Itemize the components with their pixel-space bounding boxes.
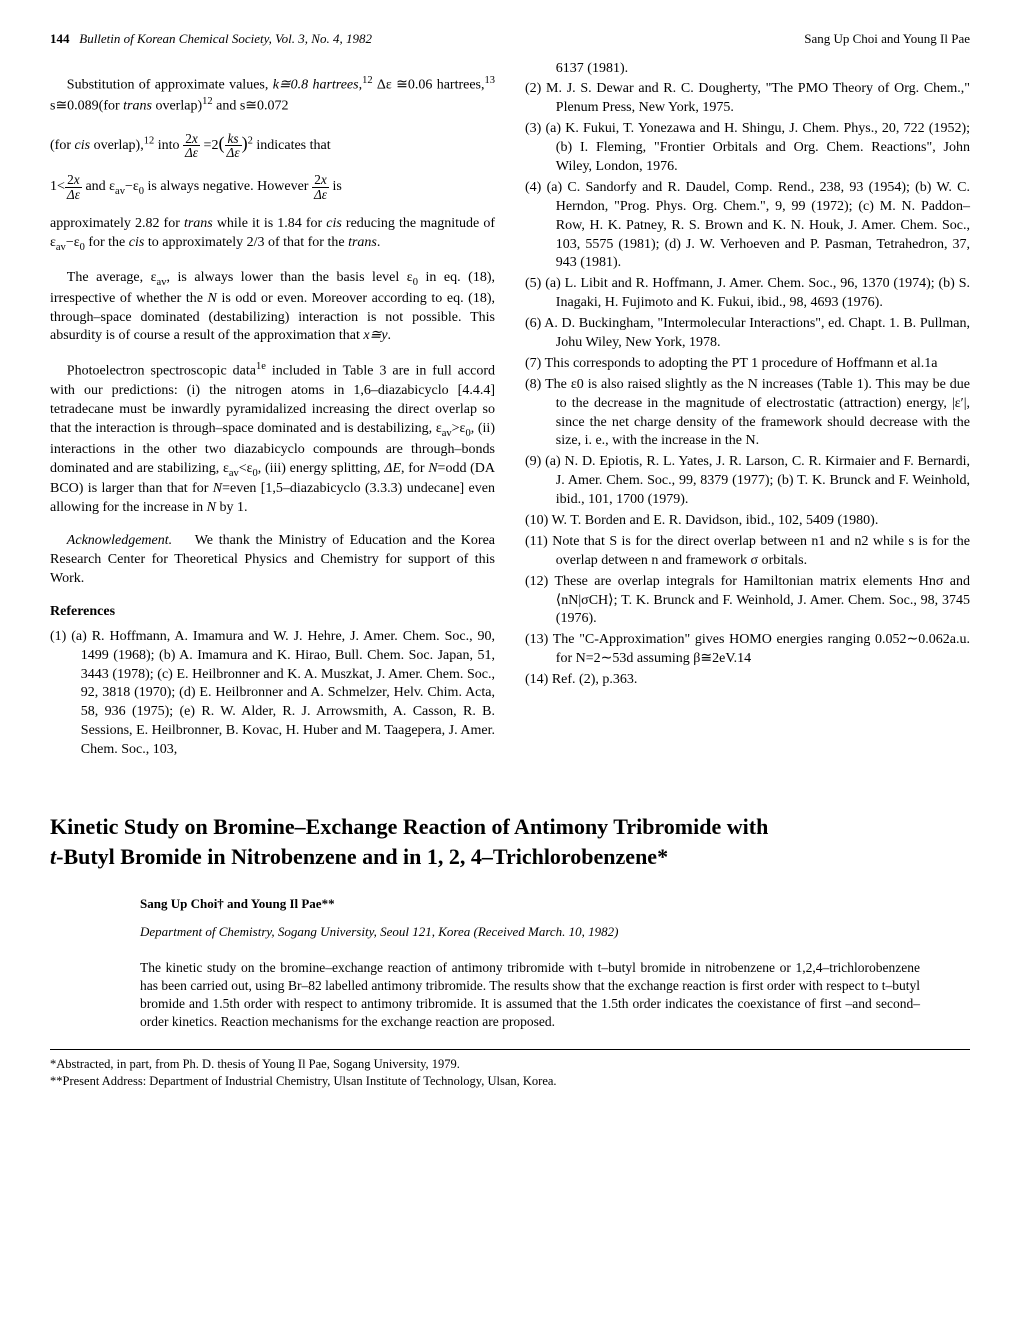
text: . <box>377 235 381 250</box>
text: −ε <box>66 235 80 250</box>
superscript: 1e <box>256 361 266 372</box>
text: k≅0.8 hartrees, <box>273 77 362 92</box>
header-right: Sang Up Choi and Young Il Pae <box>804 30 970 48</box>
reference-item: (9) (a) N. D. Epiotis, R. L. Yates, J. R… <box>525 453 970 510</box>
reference-item: (7) This corresponds to adopting the PT … <box>525 355 970 374</box>
text: approximately 2.82 for <box>50 216 184 231</box>
reference-item: (5) (a) L. Libit and R. Hoffmann, J. Ame… <box>525 275 970 313</box>
text: <ε <box>239 461 253 476</box>
left-column: Substitution of approximate values, k≅0.… <box>50 60 495 763</box>
text: Δε ≅0.06 hartrees, <box>373 77 485 92</box>
text: cis <box>75 138 91 153</box>
text: Photoelectron spectroscopic data <box>67 364 256 379</box>
two-column-body: Substitution of approximate values, k≅0.… <box>50 60 970 763</box>
text: , for <box>401 461 428 476</box>
text: N <box>207 500 216 515</box>
text: ΔE <box>384 461 401 476</box>
footnote: *Abstracted, in part, from Ph. D. thesis… <box>50 1056 970 1073</box>
text: N <box>428 461 437 476</box>
reference-item: (2) M. J. S. Dewar and R. C. Dougherty, … <box>525 80 970 118</box>
text: trans <box>184 216 213 231</box>
text: trans <box>123 99 152 114</box>
header-left: 144 Bulletin of Korean Chemical Society,… <box>50 30 372 48</box>
text: Substitution of approximate values, <box>67 77 273 92</box>
article-title: Kinetic Study on Bromine–Exchange Reacti… <box>50 812 970 871</box>
text: is always negative. However <box>144 179 312 194</box>
text: by 1. <box>216 500 248 515</box>
text: overlap) <box>152 99 202 114</box>
text: while it is 1.84 for <box>213 216 327 231</box>
text: is <box>333 179 342 194</box>
text: x≅y <box>363 328 387 343</box>
authors: Sang Up Choi† and Young Il Pae** <box>140 895 920 913</box>
abstract: The kinetic study on the bromine–exchang… <box>140 959 920 1032</box>
reference-item: (8) The ε0 is also raised slightly as th… <box>525 376 970 452</box>
fraction: ksΔε <box>225 132 242 160</box>
reference-item: (10) W. T. Borden and E. R. Davidson, ib… <box>525 512 970 531</box>
right-column: 6137 (1981). (2) M. J. S. Dewar and R. C… <box>525 60 970 763</box>
text: The average, ε <box>67 270 157 285</box>
text: . <box>388 328 392 343</box>
text: indicates that <box>256 138 330 153</box>
affiliation: Department of Chemistry, Sogang Universi… <box>140 923 920 941</box>
reference-item: (1) (a) R. Hoffmann, A. Imamura and W. J… <box>50 628 495 760</box>
text: for the <box>85 235 129 250</box>
text: and ε <box>85 179 115 194</box>
fraction: 2xΔε <box>312 173 329 201</box>
title-line: Kinetic Study on Bromine–Exchange Reacti… <box>50 814 768 839</box>
text: , is always lower than the basis level ε <box>166 270 412 285</box>
reference-item: (13) The "C-Approximation" gives HOMO en… <box>525 631 970 669</box>
fraction: 2xΔε <box>65 173 82 201</box>
text: trans <box>348 235 377 250</box>
page-number: 144 <box>50 31 70 46</box>
reference-item: (14) Ref. (2), p.363. <box>525 671 970 690</box>
text: and s≅0.072 <box>213 99 289 114</box>
paragraph: (for cis overlap),12 into 2xΔε =2(ksΔε)2… <box>50 131 495 160</box>
superscript: 12 <box>362 75 373 86</box>
paragraph: Photoelectron spectroscopic data1e inclu… <box>50 360 495 518</box>
reference-item: (4) (a) C. Sandorfy and R. Daudel, Comp.… <box>525 179 970 273</box>
reference-item-cont: 6137 (1981). <box>525 60 970 79</box>
reference-item: (3) (a) K. Fukui, T. Yonezawa and H. Shi… <box>525 120 970 177</box>
text: cis <box>129 235 145 250</box>
article-front-matter: Sang Up Choi† and Young Il Pae** Departm… <box>140 895 920 1031</box>
paragraph: The average, εav, is always lower than t… <box>50 269 495 347</box>
text: N <box>213 481 222 496</box>
fraction: 2xΔε <box>183 132 200 160</box>
text: into <box>154 138 183 153</box>
superscript: 12 <box>202 96 213 107</box>
page: 144 Bulletin of Korean Chemical Society,… <box>0 0 1020 1120</box>
reference-item: (6) A. D. Buckingham, "Intermolecular In… <box>525 315 970 353</box>
text: (for <box>50 138 75 153</box>
superscript: 13 <box>485 75 496 86</box>
text: −ε <box>125 179 139 194</box>
paragraph: 1<2xΔε and εav−ε0 is always negative. Ho… <box>50 173 495 201</box>
text: overlap), <box>90 138 144 153</box>
superscript: 12 <box>144 135 155 146</box>
acknowledgement-label: Acknowledgement. <box>67 533 172 548</box>
text: cis <box>326 216 342 231</box>
text: , (iii) energy splitting, <box>258 461 384 476</box>
journal-title: Bulletin of Korean Chemical Society, Vol… <box>79 31 372 46</box>
text: >ε <box>452 421 466 436</box>
reference-item: (11) Note that S is for the direct overl… <box>525 533 970 571</box>
paragraph: Acknowledgement. We thank the Ministry o… <box>50 532 495 589</box>
reference-item: (12) These are overlap integrals for Ham… <box>525 573 970 630</box>
running-header: 144 Bulletin of Korean Chemical Society,… <box>50 30 970 48</box>
text: N <box>208 291 217 306</box>
paragraph: Substitution of approximate values, k≅0.… <box>50 74 495 117</box>
paragraph: approximately 2.82 for trans while it is… <box>50 215 495 255</box>
title-line: -Butyl Bromide in Nitrobenzene and in 1,… <box>56 844 668 869</box>
references-heading: References <box>50 603 495 622</box>
text: to approximately 2/3 of that for the <box>144 235 348 250</box>
footnote-rule <box>50 1049 970 1050</box>
text: s≅0.089(for <box>50 99 123 114</box>
footnote: **Present Address: Department of Industr… <box>50 1073 970 1090</box>
